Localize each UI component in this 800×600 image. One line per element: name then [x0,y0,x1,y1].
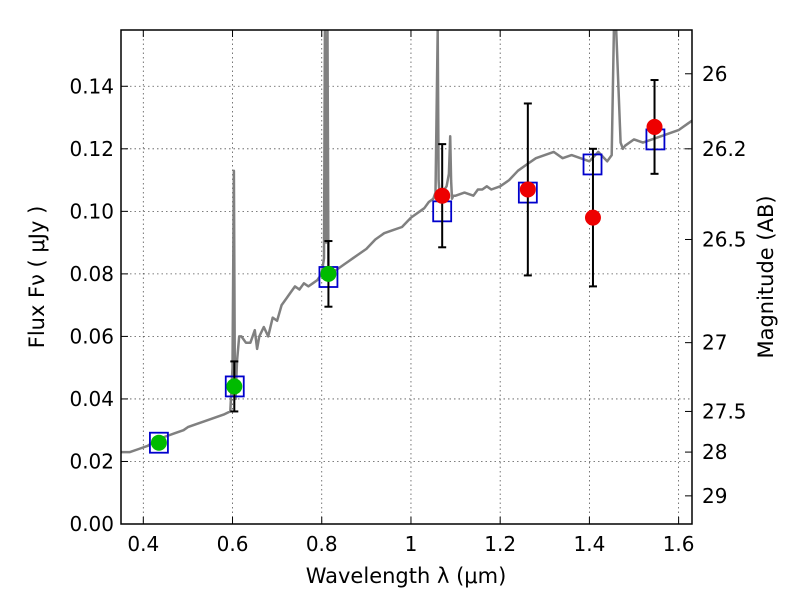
x-tick-label: 1.4 [573,532,605,556]
y2-axis: 26 26.2 26.5 27 27.5 28 29 [685,62,747,508]
y-tick-label: 0.02 [69,449,114,473]
model-box-marker [149,431,169,454]
red-data-point [519,181,536,198]
green-data-point [150,434,167,451]
y-tick-label: 0.00 [69,512,114,536]
x-tick-label: 1.6 [663,532,695,556]
y-axis: 0.00 0.02 0.04 0.06 0.08 0.10 0.12 0.14 [69,74,128,536]
x-tick-label: 1 [405,532,418,556]
plot-frame [120,29,693,525]
grid-lines [121,30,692,524]
x-tick-label: 0.4 [127,532,159,556]
y2-axis-title: Magnitude (AB) [754,195,778,358]
y2-tick-label: 26.2 [702,137,747,161]
y-tick-label: 0.06 [69,324,114,348]
red-data-point [434,187,451,204]
y-tick-label: 0.08 [69,262,114,286]
x-tick-label: 1.2 [484,532,516,556]
y-tick-label: 0.04 [69,387,114,411]
y-tick-label: 0.10 [69,199,114,223]
y2-tick-label: 26 [702,62,727,86]
x-tick-label: 0.6 [217,532,249,556]
x-tick-label: 0.8 [306,532,338,556]
green-data-point [320,265,337,282]
green-data-point [226,378,243,395]
y2-tick-label: 27.5 [702,399,747,423]
y2-tick-label: 28 [702,440,727,464]
x-axis-title: Wavelength λ (μm) [306,564,507,588]
y-tick-label: 0.12 [69,137,114,161]
y2-tick-label: 29 [702,484,727,508]
plot-area [121,30,692,454]
y-axis-title: Flux Fν ( μJy ) [25,206,49,349]
red-data-point [584,209,601,226]
spectrum-line [121,30,692,454]
y-tick-label: 0.14 [69,74,114,98]
red-data-point [646,118,663,135]
y2-tick-label: 27 [702,331,727,355]
x-axis: 0.4 0.6 0.8 1 1.2 1.4 1.6 [127,30,695,556]
y2-tick-label: 26.5 [702,227,747,251]
